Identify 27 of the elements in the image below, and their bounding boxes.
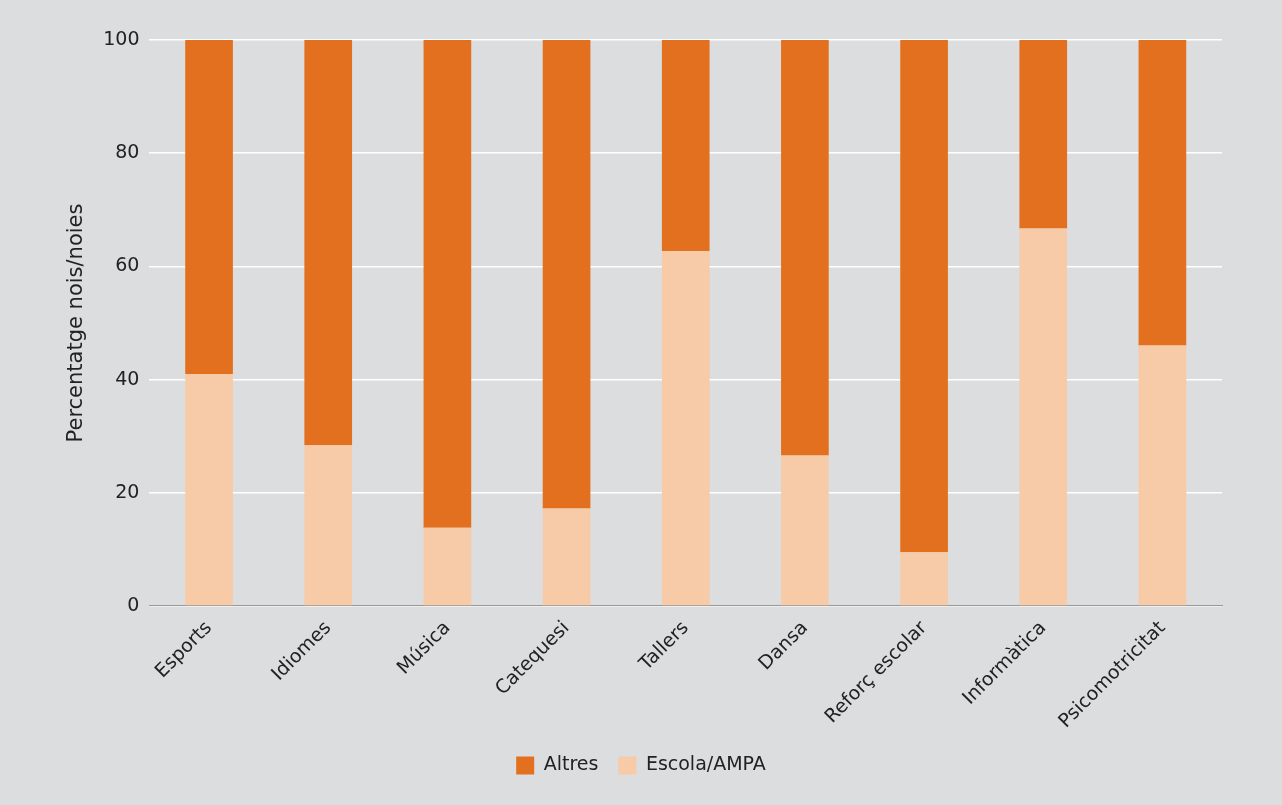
bar bbox=[900, 552, 948, 606]
y-tick-label: 0 bbox=[127, 592, 140, 615]
y-tick-label: 60 bbox=[115, 253, 140, 276]
y-tick-label: 40 bbox=[115, 366, 140, 389]
y-axis-title: Percentatge nois/noies bbox=[63, 203, 88, 443]
bar bbox=[1019, 40, 1068, 229]
bar bbox=[1019, 228, 1068, 606]
bar bbox=[661, 40, 710, 252]
bar bbox=[781, 455, 829, 606]
legend-label: Altres bbox=[543, 752, 599, 775]
bar bbox=[781, 40, 829, 456]
bar bbox=[185, 40, 233, 374]
bar bbox=[304, 40, 353, 446]
bar bbox=[185, 373, 233, 606]
bar bbox=[304, 445, 353, 606]
bar bbox=[1138, 345, 1187, 606]
y-tick-label: 80 bbox=[115, 140, 140, 163]
bar bbox=[900, 40, 948, 553]
y-tick-label: 20 bbox=[115, 479, 140, 502]
bar bbox=[1138, 40, 1187, 346]
y-tick-label: 100 bbox=[103, 26, 140, 49]
bar bbox=[542, 40, 591, 509]
bar bbox=[661, 251, 710, 606]
bar bbox=[542, 508, 591, 606]
legend-label: Escola/AMPA bbox=[645, 752, 766, 775]
bar bbox=[423, 40, 472, 528]
bar bbox=[423, 527, 472, 606]
